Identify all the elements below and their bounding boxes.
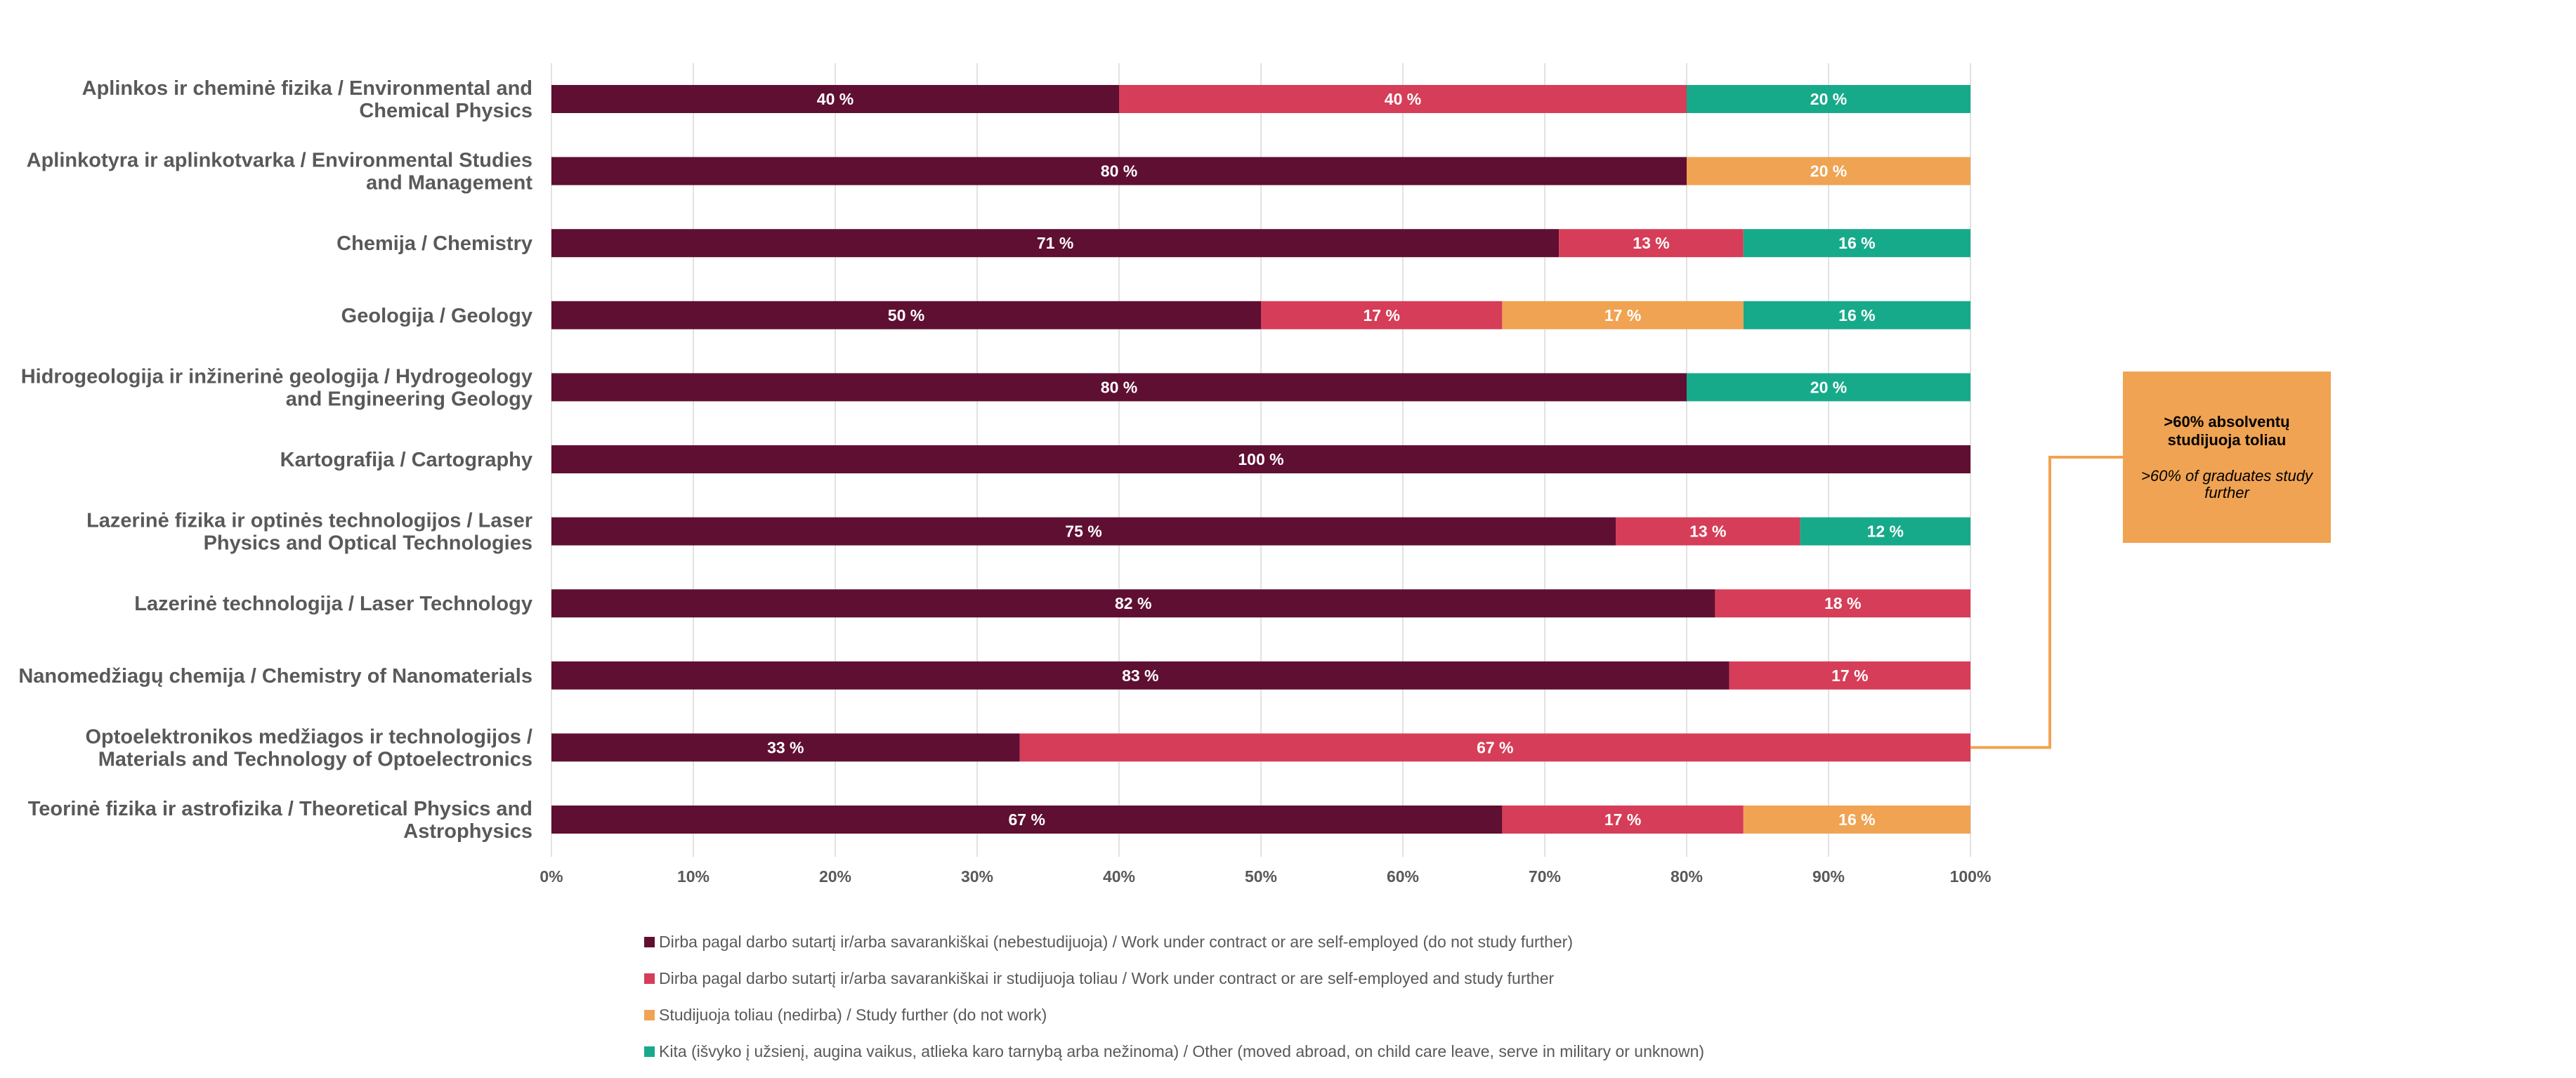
bar-segment-aplinkotyra-ir-aplinkotvarka-s2 bbox=[1687, 157, 1970, 185]
x-axis-ticks: 0% 10% 20% 30% 40% 50% 60% 70% 80% 90% 100% bbox=[540, 867, 1991, 886]
bar-segment-geologija-s3 bbox=[1743, 301, 1970, 329]
data-label: 80 % bbox=[1101, 162, 1137, 180]
data-label: 16 % bbox=[1838, 234, 1875, 252]
callout-subtitle: >60% of graduates study further bbox=[2141, 467, 2313, 501]
legend-item-study: Studijuoja toliau (nedirba) / Study furt… bbox=[644, 997, 2400, 1033]
data-label: 71 % bbox=[1037, 234, 1073, 252]
data-label: 16 % bbox=[1838, 810, 1875, 829]
data-label: 17 % bbox=[1831, 666, 1868, 685]
bar-segment-chemija-s0 bbox=[551, 229, 1560, 258]
data-label: 83 % bbox=[1122, 666, 1158, 685]
bar-segment-lazerine-fizika-ir-optines-technologijos-s3 bbox=[1800, 517, 1970, 546]
bar-segment-geologija-s1 bbox=[1261, 301, 1503, 329]
category-label-geologija: Geologija / Geology bbox=[341, 305, 532, 327]
data-label: 100 % bbox=[1238, 450, 1283, 468]
category-label-lazerine-fizika-ir-optines-technologijos: Lazerinė fizika ir optinės technologijos… bbox=[86, 510, 532, 555]
x-tick-label: 20% bbox=[819, 867, 851, 886]
data-label: 13 % bbox=[1633, 234, 1669, 252]
data-label: 13 % bbox=[1689, 522, 1726, 541]
bar-segment-nanomedziagu-chemija-s0 bbox=[551, 661, 1730, 690]
legend-item-work: Dirba pagal darbo sutartį ir/arba savara… bbox=[644, 923, 2400, 960]
data-label: 20 % bbox=[1810, 162, 1847, 180]
bar-segment-lazerine-technologija-s1 bbox=[1715, 589, 1970, 618]
bar-segment-chemija-s1 bbox=[1559, 229, 1744, 258]
category-label-optoelektronikos-medziagos-ir-technologi: Optoelektronikos medžiagos ir technologi… bbox=[86, 725, 533, 770]
legend: Dirba pagal darbo sutartį ir/arba savara… bbox=[644, 923, 2400, 1070]
category-label-aplinkotyra-ir-aplinkotvarka: Aplinkotyra ir aplinkotvarka / Environme… bbox=[27, 150, 533, 195]
data-label: 40 % bbox=[817, 90, 854, 108]
bar-segment-aplinkotyra-ir-aplinkotvarka-s0 bbox=[551, 157, 1687, 185]
bar-segment-teorine-fizika-ir-astrofizika-s2 bbox=[1743, 806, 1970, 834]
data-label: 20 % bbox=[1810, 90, 1847, 108]
data-label: 67 % bbox=[1008, 810, 1045, 829]
data-label: 33 % bbox=[767, 738, 804, 756]
bar-segment-lazerine-technologija-s0 bbox=[551, 589, 1715, 618]
bar-segment-teorine-fizika-ir-astrofizika-s0 bbox=[551, 806, 1503, 834]
legend-swatch-study bbox=[644, 1009, 655, 1020]
segment-labels: 40 % 40 % 20 % 80 % 20 % 71 % 13 % 16 % 50 % 17 %… bbox=[767, 90, 1904, 829]
category-label-teorine-fizika-ir-astrofizika: Teorinė fizika ir astrofizika / Theoreti… bbox=[28, 798, 532, 843]
data-label: 20 % bbox=[1810, 378, 1847, 396]
callout-connector bbox=[1970, 456, 2123, 749]
bar-segment-lazerine-fizika-ir-optines-technologijos-s1 bbox=[1616, 517, 1800, 546]
category-label-chemija: Chemija / Chemistry bbox=[336, 232, 532, 255]
legend-item-work-and-study: Dirba pagal darbo sutartį ir/arba savara… bbox=[644, 960, 2400, 997]
bar-segment-aplinkos-ir-chemine-fizika-s0 bbox=[551, 85, 1119, 113]
bars bbox=[551, 85, 1970, 834]
callout-title: >60% absolventų studijuoja toliau bbox=[2164, 413, 2290, 449]
data-label: 17 % bbox=[1604, 810, 1641, 829]
x-tick-label: 40% bbox=[1103, 867, 1135, 886]
category-label-lazerine-technologija: Lazerinė technologija / Laser Technology bbox=[134, 593, 532, 615]
bar-segment-aplinkos-ir-chemine-fizika-s1 bbox=[1119, 85, 1687, 113]
x-tick-label: 90% bbox=[1812, 867, 1845, 886]
category-label-nanomedziagu-chemija: Nanomedžiagų chemija / Chemistry of Nano… bbox=[18, 665, 532, 688]
bar-segment-nanomedziagu-chemija-s1 bbox=[1729, 661, 1970, 690]
bar-segment-hidrogeologija-ir-inzinerine-geologija-s3 bbox=[1687, 373, 1970, 402]
bar-segment-optoelektronikos-medziagos-ir-technologi-s1 bbox=[1019, 733, 1970, 762]
bar-segment-kartografija-s0 bbox=[551, 445, 1970, 473]
legend-swatch-work-and-study bbox=[644, 973, 655, 984]
data-label: 40 % bbox=[1385, 90, 1421, 108]
x-tick-label: 50% bbox=[1245, 867, 1277, 886]
data-label: 12 % bbox=[1867, 522, 1904, 541]
x-tick-label: 100% bbox=[1950, 867, 1992, 886]
legend-label-other: Kita (išvyko į užsienį, augina vaikus, a… bbox=[659, 1041, 1705, 1060]
x-tick-label: 60% bbox=[1387, 867, 1419, 886]
bar-segment-optoelektronikos-medziagos-ir-technologi-s0 bbox=[551, 733, 1020, 762]
x-tick-label: 0% bbox=[540, 867, 563, 886]
x-tick-label: 80% bbox=[1671, 867, 1703, 886]
x-tick-label: 30% bbox=[961, 867, 993, 886]
category-label-kartografija: Kartografija / Cartography bbox=[280, 449, 532, 471]
bar-segment-geologija-s0 bbox=[551, 301, 1261, 329]
bar-segment-teorine-fizika-ir-astrofizika-s1 bbox=[1502, 806, 1744, 834]
data-label: 17 % bbox=[1604, 306, 1641, 324]
x-tick-label: 70% bbox=[1529, 867, 1561, 886]
bar-segment-aplinkos-ir-chemine-fizika-s3 bbox=[1687, 85, 1970, 113]
category-labels: Aplinkos ir cheminė fizika / Environment… bbox=[18, 77, 532, 843]
data-label: 16 % bbox=[1838, 306, 1875, 324]
legend-label-work: Dirba pagal darbo sutartį ir/arba savara… bbox=[659, 932, 1573, 951]
data-label: 75 % bbox=[1065, 522, 1101, 541]
data-label: 80 % bbox=[1101, 378, 1137, 396]
data-label: 82 % bbox=[1115, 594, 1151, 612]
data-label: 18 % bbox=[1824, 594, 1861, 612]
bar-segment-geologija-s2 bbox=[1502, 301, 1744, 329]
legend-swatch-work bbox=[644, 936, 655, 947]
callout-box: >60% absolventų studijuoja toliau >60% o… bbox=[2123, 372, 2331, 543]
bar-segment-lazerine-fizika-ir-optines-technologijos-s0 bbox=[551, 517, 1616, 546]
bar-segment-hidrogeologija-ir-inzinerine-geologija-s0 bbox=[551, 373, 1687, 402]
x-tick-label: 10% bbox=[677, 867, 710, 886]
data-label: 67 % bbox=[1477, 738, 1513, 756]
data-label: 50 % bbox=[888, 306, 924, 324]
category-label-hidrogeologija-ir-inzinerine-geologija: Hidrogeologija ir inžinerinė geologija /… bbox=[21, 365, 532, 410]
category-label-aplinkos-ir-chemine-fizika: Aplinkos ir cheminė fizika / Environment… bbox=[82, 77, 532, 122]
bar-segment-chemija-s3 bbox=[1743, 229, 1970, 258]
data-label: 17 % bbox=[1363, 306, 1399, 324]
legend-swatch-other bbox=[644, 1046, 655, 1057]
legend-label-study: Studijuoja toliau (nedirba) / Study furt… bbox=[659, 1005, 1047, 1024]
legend-label-work-and-study: Dirba pagal darbo sutartį ir/arba savara… bbox=[659, 968, 1555, 987]
legend-item-other: Kita (išvyko į užsienį, augina vaikus, a… bbox=[644, 1033, 2400, 1070]
